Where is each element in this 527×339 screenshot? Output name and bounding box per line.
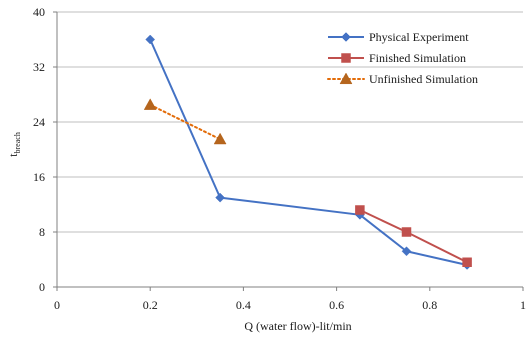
series-2 [355,205,472,267]
legend-label-2: Finished Simulation [369,51,466,65]
series-3-point-2 [213,132,227,145]
y-tick-label-3: 24 [33,115,45,129]
x-tick-label-2: 0.4 [236,298,251,312]
series-2-point-3 [462,257,472,267]
x-tick-label-3: 0.6 [329,298,344,312]
y-tick-label-1: 8 [39,225,45,239]
legend-label-3: Unfinished Simulation [369,72,478,86]
x-tick-label-0: 0 [54,298,60,312]
series-1-point-2 [215,192,225,203]
series-3-line [149,103,222,141]
legend-label-1: Physical Experiment [369,30,469,44]
y-axis-title-main: t [6,153,20,157]
series-2-point-2 [401,227,412,237]
y-axis-title-subscript: breach [13,132,22,153]
series-1-point-1 [145,34,156,45]
series-1 [145,34,472,270]
axes [53,11,524,291]
series-2-line [359,209,468,264]
x-tick-label-1: 0.2 [143,298,158,312]
legend-marker-3 [339,72,353,85]
legend-marker-2 [341,53,351,63]
y-tick-label-0: 0 [39,280,45,294]
y-tick-label-5: 40 [33,5,45,19]
legend-item-3: Unfinished Simulation [327,72,478,86]
legend-item-1: Physical Experiment [328,30,469,44]
legend-marker-1 [341,32,351,42]
series-group [143,34,472,270]
legend: Physical Experiment Finished Simulation Un… [327,30,478,86]
y-tick-label-4: 32 [33,60,45,74]
tick-labels: 0 8 16 24 32 40 0 0.2 0.4 0.6 0.8 1 [33,5,526,312]
gridlines [57,11,523,233]
series-3-point-1 [143,98,157,110]
x-tick-label-4: 0.8 [422,298,437,312]
y-tick-label-2: 16 [33,170,45,184]
series-2-point-1 [355,205,365,215]
y-axis-title: tbreach [6,132,22,157]
axis-titles: Q (water flow)-lit/min tbreach [6,132,352,333]
x-tick-label-5: 1 [520,298,526,312]
series-1-point-4 [401,246,412,257]
series-3 [143,98,227,145]
legend-item-2: Finished Simulation [328,51,466,65]
x-axis-title: Q (water flow)-lit/min [244,319,351,333]
